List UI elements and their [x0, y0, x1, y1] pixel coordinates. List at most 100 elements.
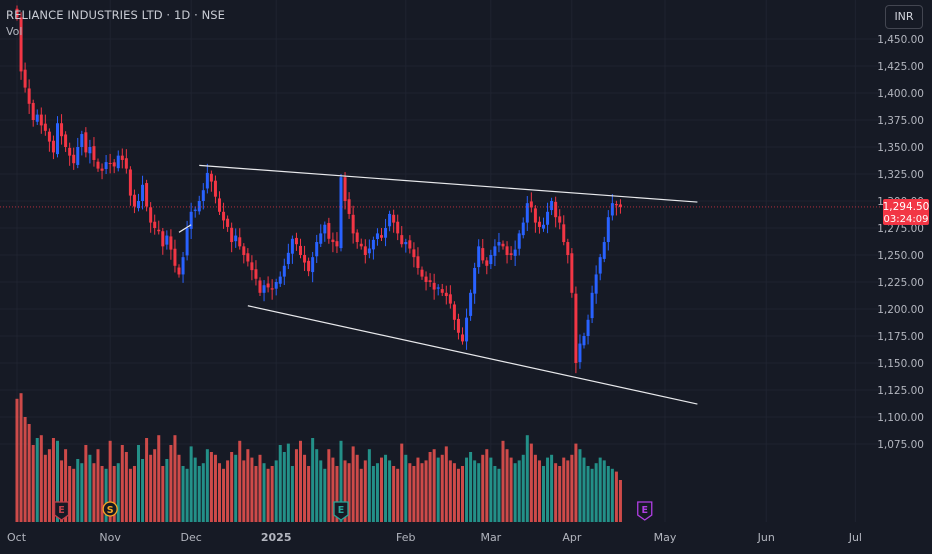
candle-body — [485, 260, 489, 266]
price-tick-label: 1,225.00 — [877, 277, 924, 289]
upper-trendline[interactable] — [199, 164, 698, 203]
price-tick-label: 1,400.00 — [877, 88, 924, 100]
candle-body — [145, 183, 149, 207]
volume-bar — [205, 449, 209, 522]
candle-body — [88, 147, 92, 154]
earnings-marker-icon[interactable] — [637, 501, 653, 521]
candle-body — [169, 236, 173, 250]
candle-body — [355, 232, 359, 243]
candle-body — [505, 246, 509, 255]
candle-body — [19, 17, 23, 72]
volume-bar — [145, 438, 149, 522]
event-marker-earnings[interactable]: E — [333, 501, 349, 521]
time-tick-label: Feb — [396, 531, 415, 544]
candle-body — [327, 223, 331, 239]
candle-body — [416, 256, 420, 268]
trendlines[interactable] — [0, 164, 880, 405]
volume-bar — [590, 468, 594, 522]
volume-bar — [35, 438, 39, 522]
candle-body — [209, 173, 213, 182]
candle-body — [234, 235, 238, 242]
volume-bar — [461, 466, 464, 522]
volume-bar — [120, 445, 124, 522]
volume-bar — [157, 435, 161, 522]
candle-body — [371, 239, 375, 250]
earnings-marker-icon[interactable] — [333, 501, 349, 521]
time-axis[interactable]: Oct Nov Dec 2025 Feb Mar Apr May Jun Jul — [7, 531, 862, 544]
candle-body — [303, 255, 307, 263]
volume-bar — [250, 457, 254, 522]
candle-body — [31, 102, 35, 120]
volume-bar — [416, 457, 420, 522]
volume-bar — [23, 417, 27, 522]
volume-bar — [262, 463, 266, 522]
candle-body — [266, 283, 270, 288]
event-marker-split[interactable]: S — [102, 501, 118, 517]
candle-body — [351, 214, 355, 234]
volume-indicator-label[interactable]: Vol — [6, 25, 23, 38]
candle-body — [424, 276, 428, 282]
candle-body — [618, 204, 622, 207]
candle-body — [432, 282, 436, 290]
lower-trendline[interactable] — [247, 305, 698, 405]
volume-bar — [286, 443, 290, 522]
volume-bar — [84, 445, 88, 522]
price-tick-label: 1,200.00 — [877, 304, 924, 316]
candle-body — [64, 134, 68, 147]
volume-bar — [238, 440, 242, 522]
volume-bar — [100, 466, 104, 522]
volume-bar — [465, 457, 469, 522]
candle-body — [436, 287, 440, 289]
volume-bar — [185, 468, 189, 522]
candle-body — [400, 235, 404, 245]
volume-bar — [112, 466, 116, 522]
candle-body — [412, 249, 416, 258]
volume-bar — [169, 445, 173, 522]
earnings-marker-icon[interactable] — [53, 501, 70, 521]
candle-body — [137, 201, 140, 209]
candle-body — [582, 336, 586, 346]
volume-bar — [60, 460, 64, 522]
symbol-title[interactable]: RELIANCE INDUSTRIES LTD · 1D · NSE — [6, 8, 226, 22]
volume-bar — [242, 460, 246, 522]
volume-bar — [582, 457, 586, 522]
volume-bar — [303, 454, 307, 522]
volume-bar — [550, 454, 554, 522]
candle-body — [116, 155, 120, 169]
volume-bar — [610, 468, 614, 522]
currency-button[interactable]: INR — [885, 5, 923, 29]
time-tick-label: Nov — [99, 531, 121, 544]
volume-bar — [226, 460, 230, 522]
volume-bar — [116, 463, 120, 522]
volume-bar — [392, 466, 396, 522]
event-marker-earnings-upcoming[interactable]: E — [637, 501, 653, 521]
candle-body — [529, 201, 533, 208]
volume-bar — [513, 463, 517, 522]
volume-bar — [327, 449, 331, 522]
volume-bar — [614, 471, 618, 522]
volume-bar — [230, 452, 234, 522]
candle-body — [185, 228, 189, 256]
volume-bar — [222, 468, 226, 522]
volume-bar — [473, 460, 477, 522]
volume-bar — [424, 460, 428, 522]
volume-bar — [282, 452, 286, 522]
volume-bar — [137, 445, 140, 522]
candle-body — [384, 228, 388, 238]
candle-body — [27, 88, 31, 104]
event-marker-earnings[interactable]: E — [53, 501, 70, 521]
time-tick-label: 2025 — [261, 531, 292, 544]
candle-body — [578, 343, 582, 363]
candle-body — [205, 172, 209, 189]
price-tick-label: 1,100.00 — [877, 412, 924, 424]
candle-body — [473, 267, 477, 294]
split-marker-icon[interactable] — [102, 501, 118, 517]
volume-bar — [529, 443, 533, 522]
small-drawing-line[interactable] — [178, 224, 192, 233]
candle-body — [299, 245, 302, 255]
candle-body — [56, 123, 59, 155]
candle-body — [124, 158, 128, 169]
